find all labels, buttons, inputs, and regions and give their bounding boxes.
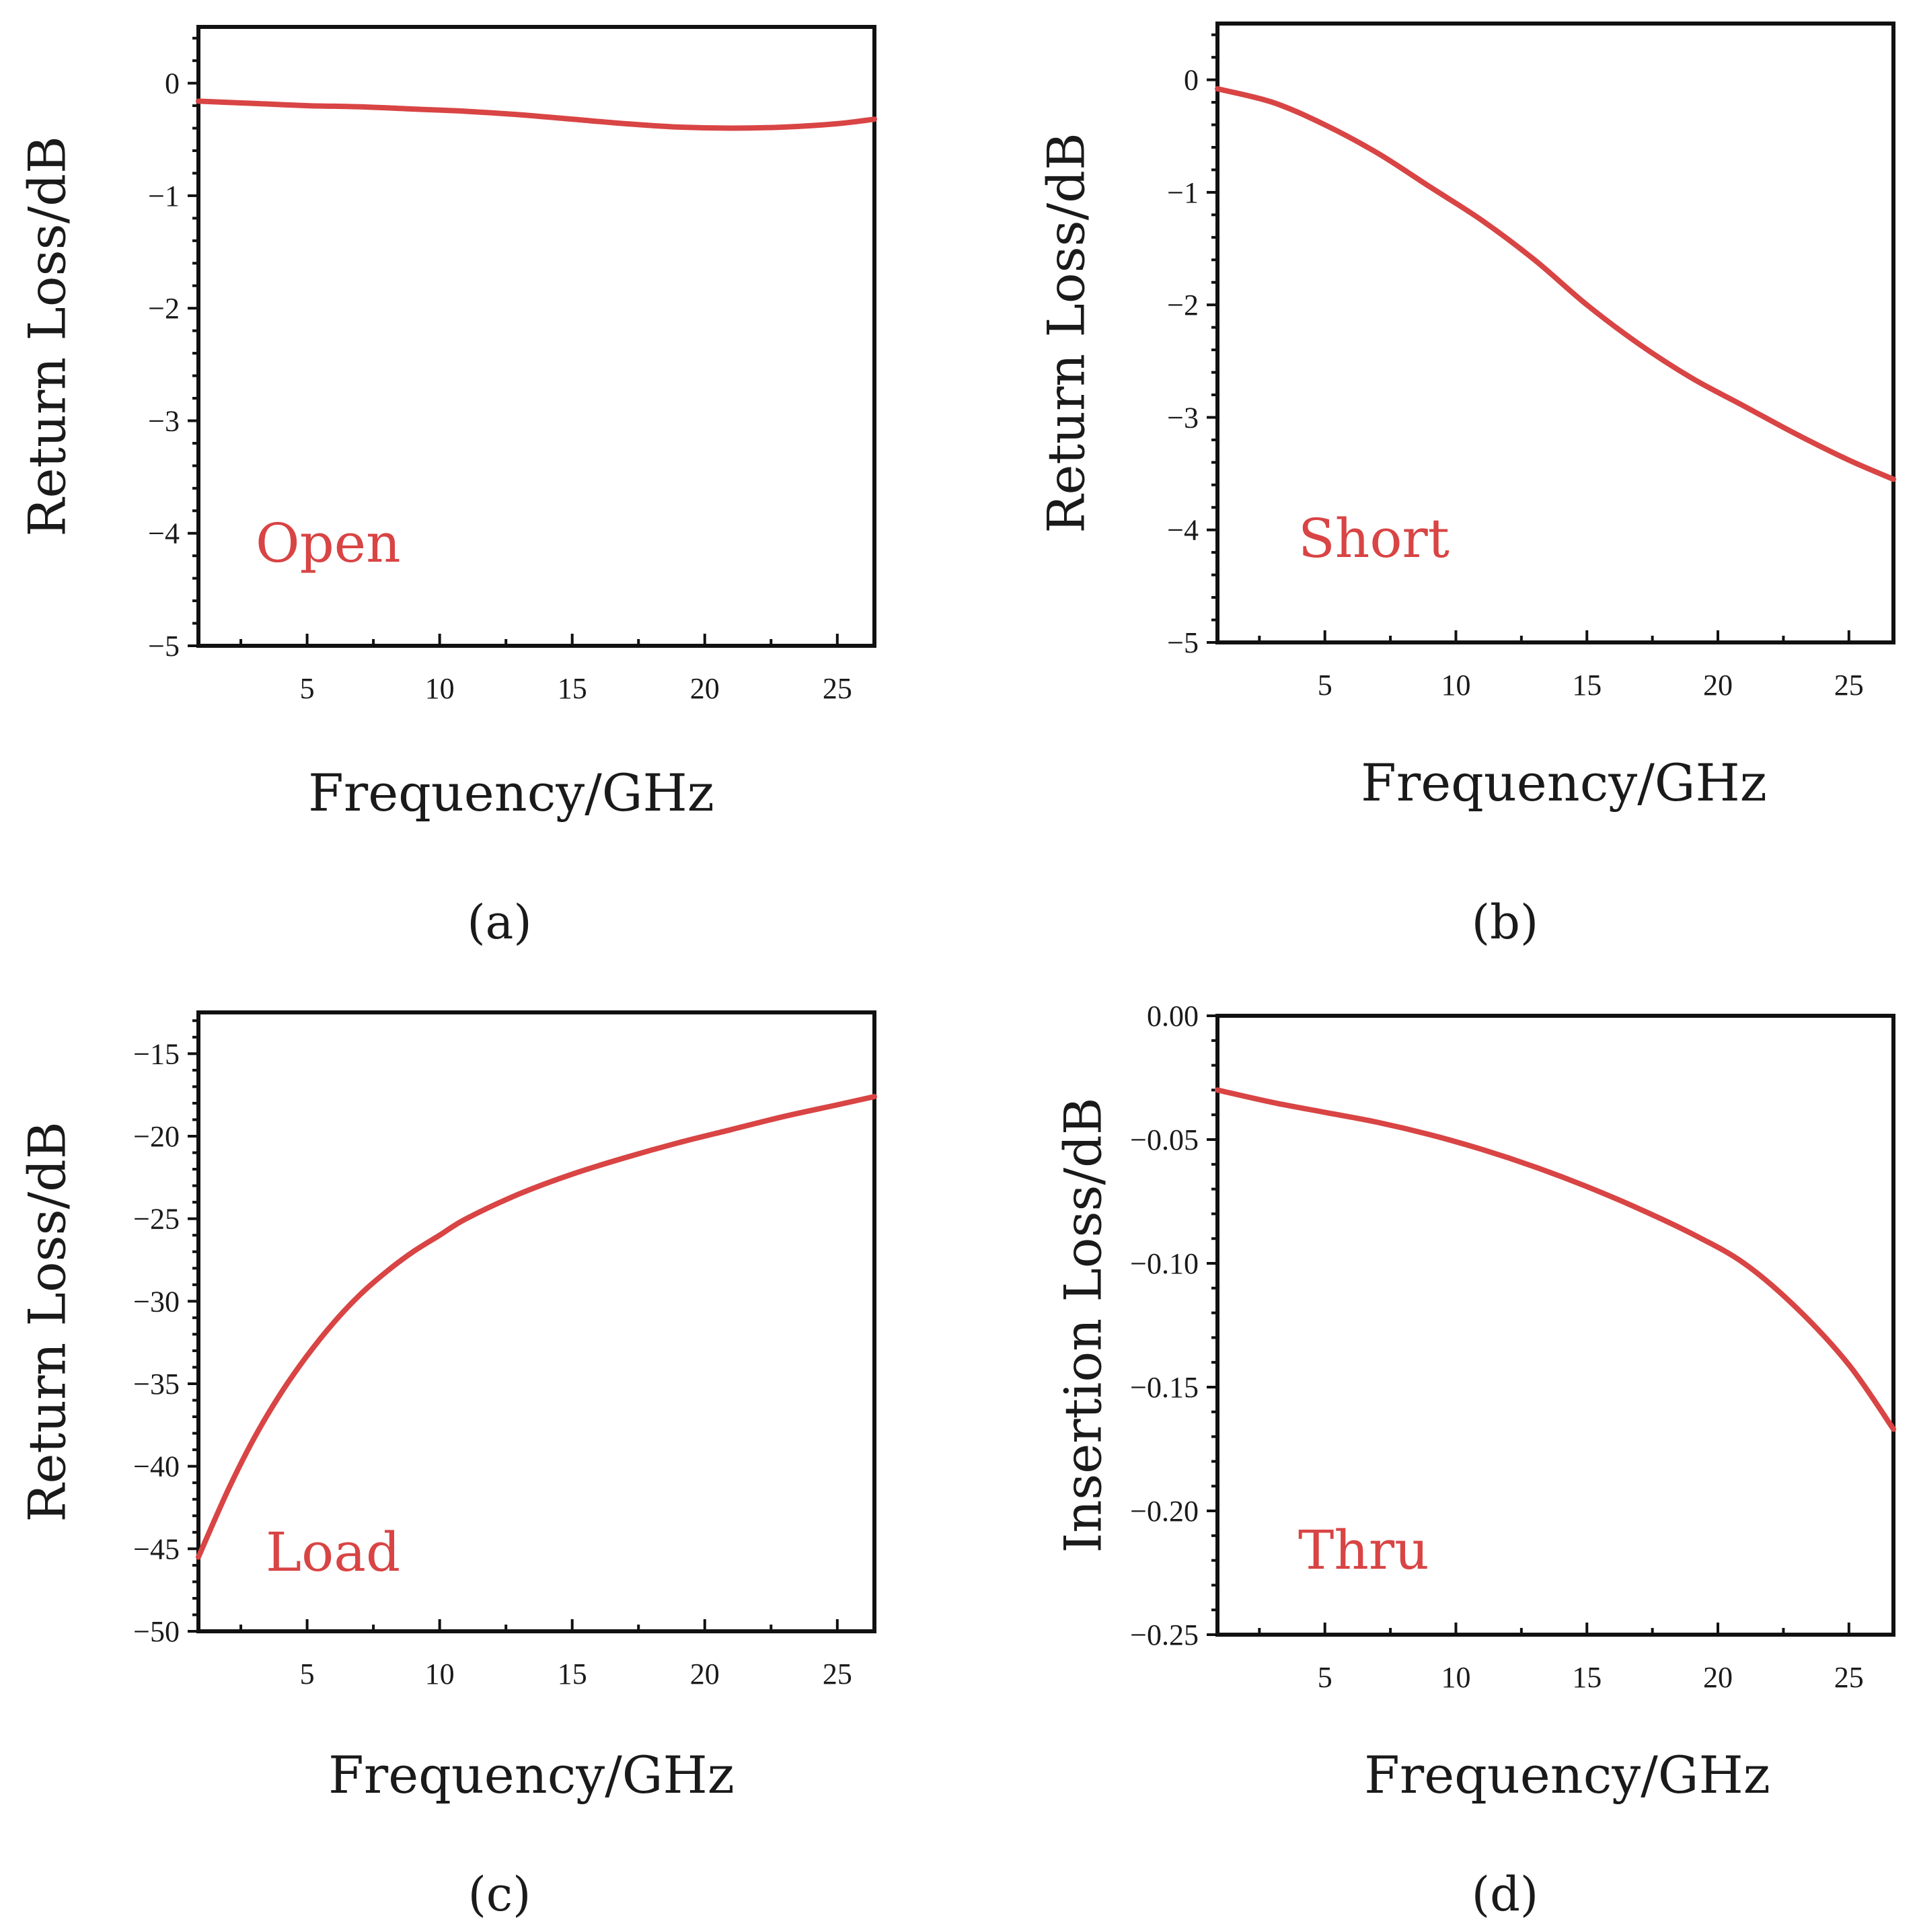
plot-frame	[1215, 1014, 1895, 1637]
series-line-load	[196, 1094, 877, 1560]
plot-frame	[196, 25, 876, 648]
x-axis-title: Frequency/GHz	[328, 1745, 735, 1805]
x-tick-label: 25	[823, 1658, 852, 1690]
curve-label: Open	[256, 512, 401, 574]
y-tick-label: −4	[148, 517, 180, 550]
x-tick-label: 20	[1703, 1661, 1733, 1694]
x-tick-label: 5	[1318, 1661, 1332, 1694]
series-line-open	[196, 98, 877, 131]
y-tick-label: −1	[148, 180, 180, 213]
x-tick-label: 20	[1703, 669, 1733, 702]
x-tick-label: 10	[425, 1658, 455, 1690]
x-axis-title: Frequency/GHz	[1361, 753, 1767, 813]
x-tick-label: 25	[1834, 669, 1864, 702]
panel-d: 5 10 15 20 25 0.00 −0.05 −0.10 −0.15 −0.20 −0.25 Th…	[1053, 1000, 1896, 1922]
y-tick-label: −15	[133, 1037, 180, 1070]
y-tick-label: −0.25	[1130, 1619, 1199, 1651]
plot-frame	[196, 1010, 876, 1633]
y-axis-title: Return Loss/dB	[17, 1121, 77, 1522]
y-axis-title: Insertion Loss/dB	[1053, 1097, 1113, 1553]
x-tick-label: 15	[1572, 669, 1602, 702]
y-tick-label: −0.10	[1130, 1247, 1199, 1280]
x-tick-label: 25	[823, 672, 852, 705]
y-tick-label: −0.20	[1130, 1495, 1199, 1528]
y-axis-title: Return Loss/dB	[1037, 133, 1096, 533]
y-axis-title: Return Loss/dB	[17, 136, 77, 536]
panel-c: 5 10 15 20 25 −15 −20 −25 −30 −35 −40 −45 −50 Load Fre…	[17, 1010, 877, 1922]
y-tick-label: −50	[133, 1615, 180, 1648]
panel-label: (b)	[1472, 895, 1538, 950]
y-tick-label: −3	[1167, 401, 1199, 434]
x-tick-label: 20	[690, 1658, 720, 1690]
y-tick-label: −20	[133, 1120, 180, 1153]
y-tick-label: −3	[148, 404, 180, 437]
x-tick-label: 15	[558, 1658, 587, 1690]
y-tick-label: −4	[1167, 514, 1199, 547]
panel-b: 5 10 15 20 25 0 −1 −2 −3 −4 −5 Short Frequency/GHz Re…	[1037, 22, 1896, 950]
y-tick-label: −40	[133, 1450, 180, 1483]
y-tick-label: −0.15	[1130, 1371, 1199, 1404]
series-line-short	[1215, 86, 1896, 482]
x-tick-label: 5	[300, 1658, 315, 1690]
panel-a: 5 10 15 20 25 0 −1 −2 −3 −4 −5 Open Frequency/GHz Ret…	[17, 25, 877, 950]
curve-label: Load	[266, 1521, 400, 1584]
y-tick-label: −2	[1167, 289, 1199, 322]
y-tick-label: 0.00	[1147, 1000, 1199, 1033]
x-tick-label: 15	[558, 672, 587, 705]
y-tick-label: −0.05	[1130, 1123, 1199, 1156]
y-tick-label: 0	[165, 67, 180, 100]
y-tick-label: −45	[133, 1532, 180, 1565]
y-tick-label: −35	[133, 1368, 180, 1401]
x-tick-label: 10	[425, 672, 455, 705]
y-tick-label: −25	[133, 1203, 180, 1236]
x-tick-label: 20	[690, 672, 720, 705]
series-line-thru	[1215, 1087, 1896, 1432]
curve-label: Short	[1298, 507, 1450, 570]
y-tick-label: −5	[148, 630, 180, 663]
y-tick-label: −5	[1167, 626, 1199, 659]
x-tick-label: 5	[1318, 669, 1332, 702]
panel-label: (a)	[467, 895, 531, 950]
y-tick-label: −2	[148, 292, 180, 325]
panel-label: (d)	[1472, 1867, 1538, 1922]
x-tick-label: 5	[300, 672, 315, 705]
x-tick-label: 10	[1441, 1661, 1470, 1694]
x-axis-title: Frequency/GHz	[1364, 1745, 1770, 1805]
x-tick-label: 10	[1441, 669, 1470, 702]
x-tick-label: 15	[1572, 1661, 1602, 1694]
y-tick-label: 0	[1184, 64, 1199, 97]
curve-label: Thru	[1298, 1519, 1429, 1582]
plot-frame	[1215, 22, 1895, 644]
x-axis-title: Frequency/GHz	[308, 763, 714, 823]
y-tick-label: −30	[133, 1285, 180, 1318]
x-tick-label: 25	[1834, 1661, 1864, 1694]
y-tick-label: −1	[1167, 176, 1199, 209]
panel-label: (c)	[468, 1867, 531, 1922]
